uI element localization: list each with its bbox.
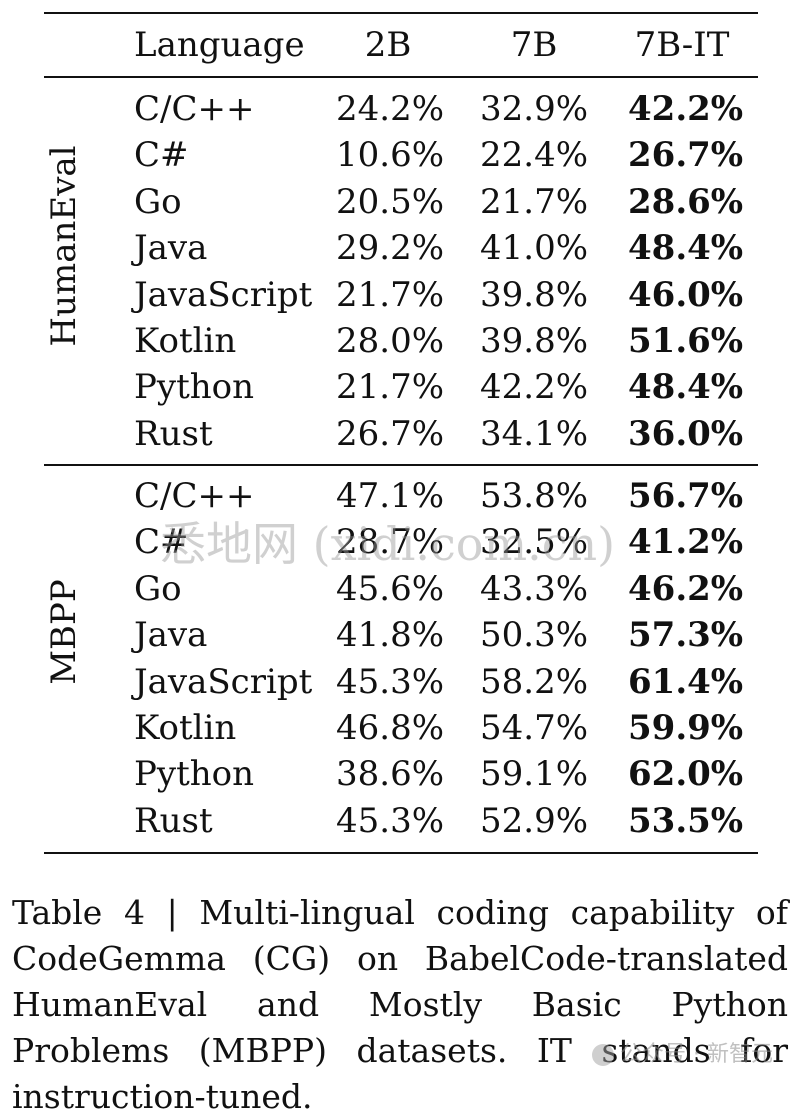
cell-language: Go (134, 181, 182, 222)
cell-7b: 50.3% (480, 615, 589, 656)
cell-language: JavaScript (134, 661, 313, 702)
cell-language: JavaScript (134, 274, 313, 315)
cell-7b: 59.1% (480, 754, 589, 795)
cell-7b-it: 42.2% (628, 89, 744, 129)
cell-7b-it: 46.0% (628, 274, 744, 315)
cell-7b: 42.2% (480, 367, 589, 408)
cell-2b: 28.7% (336, 522, 445, 563)
cell-7b: 54.7% (480, 708, 589, 748)
cell-7b: 41.0% (480, 228, 589, 269)
cell-7b-it: 61.4% (628, 661, 744, 702)
cell-2b: 21.7% (336, 367, 445, 408)
cell-2b: 47.1% (336, 476, 445, 516)
wechat-watermark: 公众号 · 新智元 (592, 1036, 773, 1068)
cell-2b: 46.8% (336, 708, 445, 748)
cell-7b: 39.8% (480, 321, 589, 361)
cell-2b: 28.0% (336, 321, 445, 361)
header-2b: 2B (364, 25, 412, 65)
cell-language: Java (134, 615, 208, 656)
cell-7b-it: 48.4% (628, 228, 744, 269)
cell-language: Python (134, 754, 255, 795)
cell-7b: 34.1% (480, 413, 589, 454)
cell-2b: 20.5% (336, 181, 445, 222)
cell-7b-it: 26.7% (628, 135, 744, 176)
bottom-rule (44, 852, 758, 854)
cell-language: Rust (134, 413, 213, 454)
cell-language: C# (134, 135, 189, 176)
table-caption: Table 4 | Multi-lingual coding capabilit… (12, 893, 788, 1116)
cell-2b: 29.2% (336, 228, 445, 269)
cell-language: C/C++ (134, 89, 255, 129)
cell-2b: 45.6% (336, 568, 445, 609)
cell-language: Kotlin (134, 321, 237, 361)
group-label-humaneval: HumanEval (44, 145, 84, 347)
cell-7b-it: 62.0% (628, 754, 744, 795)
wechat-watermark-text: 公众号 · 新智元 (620, 1042, 773, 1067)
cell-2b: 10.6% (336, 135, 445, 176)
cell-language: Rust (134, 800, 213, 841)
cell-2b: 38.6% (336, 754, 445, 795)
cell-7b: 21.7% (480, 181, 589, 222)
cell-7b: 39.8% (480, 274, 589, 315)
cell-language: C/C++ (134, 476, 255, 516)
cell-language: Java (134, 228, 208, 269)
header-rule (44, 76, 758, 78)
cell-2b: 45.3% (336, 800, 445, 841)
cell-7b: 32.9% (480, 89, 589, 129)
cell-7b: 58.2% (480, 661, 589, 702)
cell-7b-it: 36.0% (628, 413, 744, 454)
cell-7b-it: 57.3% (628, 615, 744, 656)
cell-language: Kotlin (134, 708, 237, 748)
cell-2b: 21.7% (336, 274, 445, 315)
cell-7b-it: 41.2% (628, 522, 744, 563)
cell-language: C# (134, 522, 189, 563)
cell-7b-it: 28.6% (628, 181, 744, 222)
cell-2b: 45.3% (336, 661, 445, 702)
cell-7b-it: 53.5% (628, 800, 744, 841)
cell-language: Go (134, 568, 182, 609)
group-separator-rule (44, 464, 758, 466)
cell-7b: 43.3% (480, 568, 589, 609)
cell-7b: 32.5% (480, 522, 589, 563)
cell-7b-it: 51.6% (628, 321, 744, 361)
header-language: Language (134, 25, 305, 65)
wechat-icon (592, 1044, 614, 1066)
header-7b: 7B (510, 25, 558, 65)
cell-7b-it: 56.7% (628, 476, 744, 516)
cell-7b-it: 48.4% (628, 367, 744, 408)
cell-7b-it: 59.9% (628, 708, 744, 748)
cell-2b: 26.7% (336, 413, 445, 454)
cell-language: Python (134, 367, 255, 408)
cell-2b: 41.8% (336, 615, 445, 656)
cell-7b-it: 46.2% (628, 568, 744, 609)
group-label-mbpp: MBPP (44, 579, 84, 685)
cell-2b: 24.2% (336, 89, 445, 129)
cell-7b: 52.9% (480, 800, 589, 841)
cell-7b: 53.8% (480, 476, 589, 516)
header-7b-it: 7B-IT (634, 25, 730, 65)
top-rule (44, 12, 758, 14)
cell-7b: 22.4% (480, 135, 589, 176)
